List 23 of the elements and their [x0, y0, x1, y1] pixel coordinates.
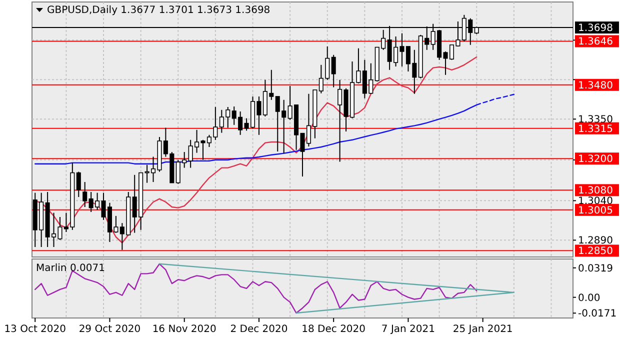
y-tick-label: 1.3040	[578, 196, 613, 208]
ref-line-label: 1.3315	[578, 124, 613, 135]
chart-title: Marlin 0.0071	[36, 263, 105, 274]
ref-line-label: 1.3080	[578, 186, 613, 197]
x-tick-label: 25 Jan 2021	[452, 324, 513, 335]
x-tick-label: 7 Jan 2021	[381, 324, 436, 335]
ref-line-label: 1.3200	[578, 154, 613, 166]
ref-line-label: 1.2850	[578, 246, 613, 258]
y-tick-label: -0.0171	[578, 308, 617, 320]
ref-line-label: 1.3698	[578, 23, 613, 34]
x-tick-label: 18 Dec 2020	[302, 324, 366, 335]
x-tick-label: 16 Nov 2020	[152, 324, 216, 335]
y-tick-label: 0.0319	[578, 263, 613, 274]
x-tick-label: 2 Dec 2020	[230, 324, 288, 335]
chart-title: GBPUSD,Daily 1.3677 1.3701 1.3673 1.3698	[47, 5, 270, 16]
y-tick-label: 1.3350	[578, 114, 613, 126]
ref-line-label: 1.3005	[578, 205, 613, 216]
y-tick-label: 0.00	[578, 292, 600, 304]
ref-line-label: 1.3646	[578, 36, 613, 48]
y-tick-label: 1.2890	[578, 236, 613, 247]
x-tick-label: 29 Oct 2020	[78, 324, 141, 335]
x-tick-label: 13 Oct 2020	[4, 324, 66, 335]
ref-line-label: 1.3480	[578, 80, 613, 92]
